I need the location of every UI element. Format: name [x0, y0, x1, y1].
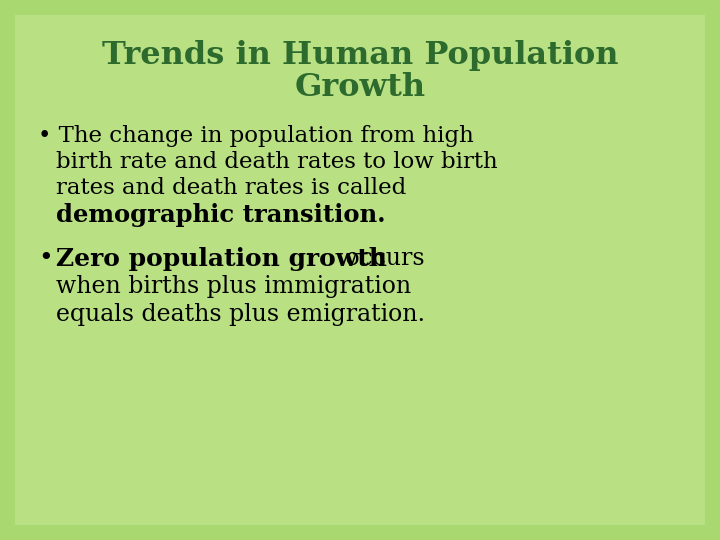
Text: demographic transition.: demographic transition. — [56, 203, 386, 227]
Text: Growth: Growth — [294, 72, 426, 103]
Text: when births plus immigration: when births plus immigration — [56, 275, 411, 298]
Text: • The change in population from high: • The change in population from high — [38, 125, 474, 147]
Text: Trends in Human Population: Trends in Human Population — [102, 40, 618, 71]
Text: rates and death rates is called: rates and death rates is called — [56, 177, 406, 199]
Text: Zero population growth: Zero population growth — [56, 247, 387, 271]
Text: •: • — [38, 247, 53, 270]
Text: occurs: occurs — [338, 247, 425, 270]
Text: equals deaths plus emigration.: equals deaths plus emigration. — [56, 303, 425, 326]
Text: birth rate and death rates to low birth: birth rate and death rates to low birth — [56, 151, 498, 173]
FancyBboxPatch shape — [15, 15, 705, 525]
